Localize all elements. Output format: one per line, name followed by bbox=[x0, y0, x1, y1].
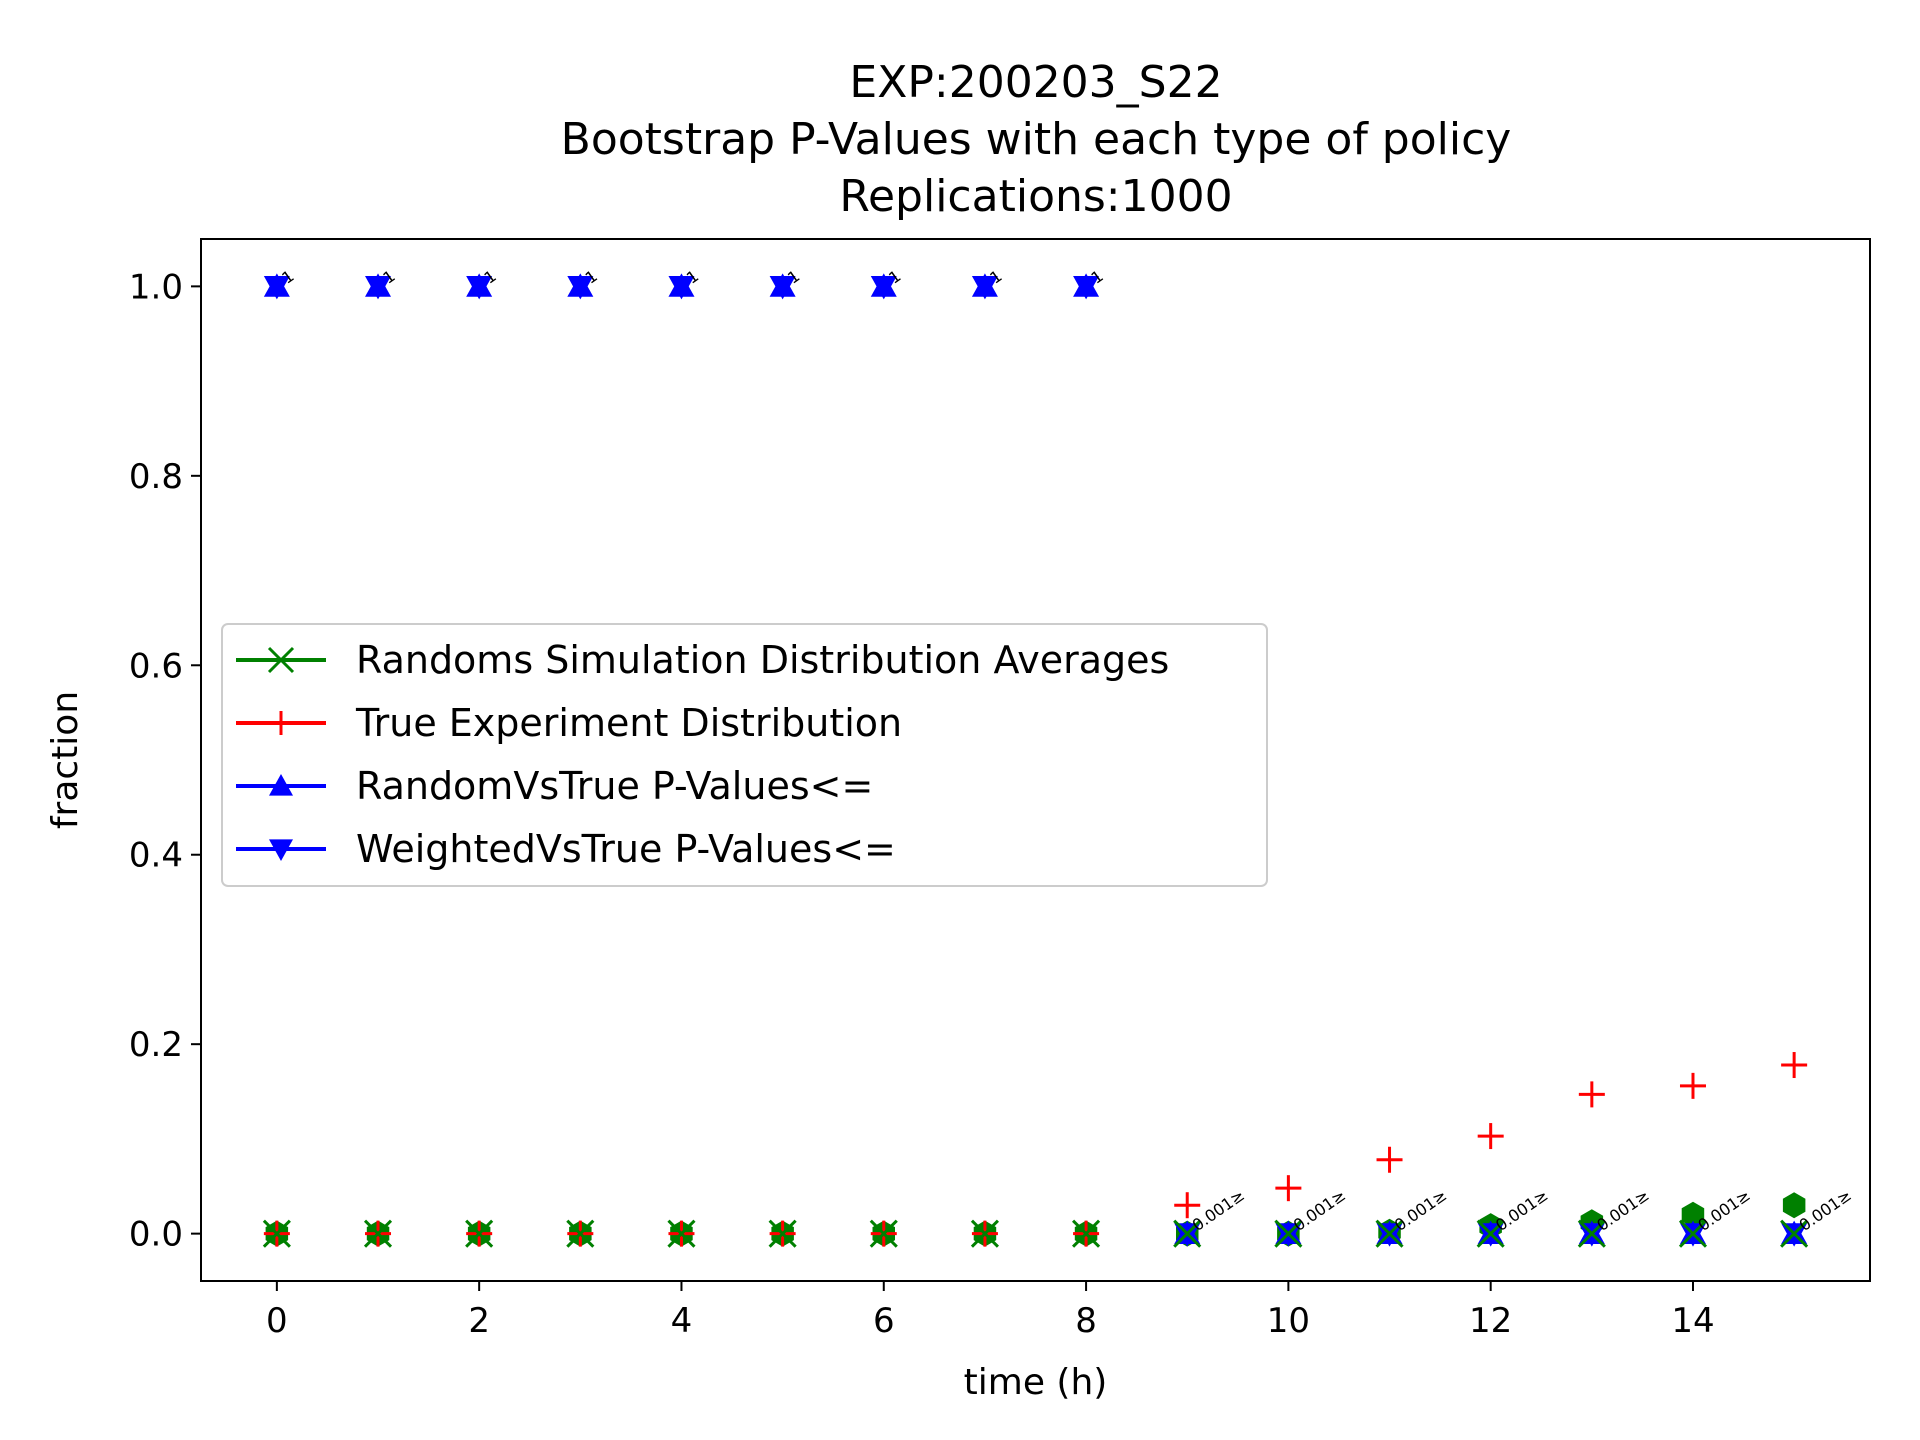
series-0-point-stroke bbox=[1274, 1219, 1303, 1248]
series-1-point bbox=[1275, 1175, 1302, 1202]
plot-area bbox=[200, 238, 1871, 1282]
series-0-point bbox=[1476, 1219, 1505, 1248]
chart-title-line: EXP:200203_S22 bbox=[849, 57, 1222, 108]
series-0-point bbox=[768, 1219, 797, 1248]
series-0-point bbox=[1375, 1219, 1404, 1248]
series-2-point bbox=[769, 273, 796, 297]
legend-marker bbox=[269, 711, 293, 735]
series-0-point-stroke bbox=[1678, 1219, 1708, 1248]
series-0-point bbox=[1678, 1219, 1708, 1248]
series-0-point bbox=[1072, 1219, 1101, 1248]
series-0-point-stroke bbox=[1072, 1219, 1101, 1248]
y-tick-label: 0.0 bbox=[129, 1215, 183, 1255]
legend-box bbox=[221, 623, 1268, 887]
x-tick-label: 8 bbox=[1075, 1301, 1097, 1341]
series-1-point bbox=[1679, 1072, 1706, 1099]
series-2-point bbox=[263, 273, 290, 297]
series-0-point-stroke bbox=[667, 1219, 696, 1248]
series-1-point bbox=[1578, 1081, 1605, 1108]
series-0-point-stroke bbox=[465, 1219, 494, 1248]
series-0-point bbox=[262, 1219, 291, 1248]
hexagon-point bbox=[1782, 1192, 1806, 1219]
x-tick-label: 4 bbox=[671, 1301, 693, 1341]
chart-title-line: Bootstrap P-Values with each type of pol… bbox=[561, 114, 1512, 165]
series-0-point-stroke bbox=[1375, 1219, 1404, 1248]
legend-marker bbox=[269, 774, 293, 796]
chart-title: EXP:200203_S22 Bootstrap P-Values with ea… bbox=[561, 57, 1512, 222]
series-0-point bbox=[1780, 1219, 1809, 1248]
legend-label: RandomVsTrue P-Values<= bbox=[356, 764, 873, 808]
hexagon-point bbox=[1681, 1201, 1705, 1228]
data-marks bbox=[262, 273, 1809, 1248]
series-2-point bbox=[870, 273, 897, 297]
series-0-point-stroke bbox=[1476, 1219, 1505, 1248]
series-2-point bbox=[365, 273, 392, 297]
legend-marker bbox=[269, 839, 293, 861]
x-tick-label: 2 bbox=[468, 1301, 490, 1341]
series-1-point bbox=[1781, 1052, 1808, 1079]
series-0-point-stroke bbox=[1577, 1219, 1606, 1248]
x-tick-label: 0 bbox=[266, 1301, 288, 1341]
series-0-point bbox=[1274, 1219, 1303, 1248]
series-0-point-stroke bbox=[566, 1219, 595, 1248]
legend-marker-stroke bbox=[267, 646, 295, 674]
legend-label: True Experiment Distribution bbox=[355, 701, 902, 745]
series-0-point-stroke bbox=[262, 1219, 291, 1248]
series-2-point bbox=[466, 273, 493, 297]
legend-label: Randoms Simulation Distribution Averages bbox=[356, 638, 1169, 682]
legend-label: WeightedVsTrue P-Values<= bbox=[356, 827, 896, 871]
series-0-point-stroke bbox=[768, 1219, 797, 1248]
series-0-point bbox=[566, 1219, 595, 1248]
series-0-point bbox=[970, 1219, 999, 1248]
series-0-point-stroke bbox=[970, 1219, 999, 1248]
x-tick-label: 14 bbox=[1671, 1301, 1714, 1341]
series-0-point bbox=[869, 1219, 898, 1248]
y-tick-label: 0.2 bbox=[129, 1025, 183, 1065]
y-tick-label: 1.0 bbox=[129, 267, 183, 307]
series-0-point bbox=[667, 1219, 696, 1248]
y-tick-label: 0.6 bbox=[129, 646, 183, 686]
y-tick-label: 0.4 bbox=[129, 836, 183, 876]
x-axis-label: time (h) bbox=[964, 1362, 1108, 1403]
series-2-point bbox=[1073, 273, 1100, 297]
series-0-point-stroke bbox=[1780, 1219, 1809, 1248]
series-0-point bbox=[1173, 1219, 1202, 1248]
series-0-point bbox=[465, 1219, 494, 1248]
series-0-point bbox=[1577, 1219, 1606, 1248]
series-1-point bbox=[1174, 1192, 1201, 1219]
series-1-point bbox=[1376, 1146, 1403, 1173]
series-0-point-stroke bbox=[363, 1219, 393, 1248]
series-1-point bbox=[1477, 1123, 1504, 1150]
series-2-point bbox=[567, 273, 594, 297]
axis-ticks: 0 2 4 6 8 10 12 14 0.0 0.2 0.4 0.6 0.8 1.0 bbox=[129, 267, 1715, 1341]
x-tick-label: 10 bbox=[1267, 1301, 1310, 1341]
series-2-point bbox=[668, 273, 695, 297]
series-0-point bbox=[363, 1219, 393, 1248]
legend: Randoms Simulation Distribution Averages… bbox=[221, 623, 1268, 887]
legend-marker bbox=[267, 646, 295, 674]
series-0-point-stroke bbox=[869, 1219, 898, 1248]
x-tick-label: 12 bbox=[1469, 1301, 1512, 1341]
y-axis-label: fraction bbox=[45, 691, 86, 829]
chart-title-line: Replications:1000 bbox=[839, 171, 1232, 222]
y-tick-label: 0.8 bbox=[129, 457, 183, 497]
series-0-point-stroke bbox=[1173, 1219, 1202, 1248]
x-tick-label: 6 bbox=[873, 1301, 895, 1341]
series-2-point bbox=[971, 273, 998, 297]
